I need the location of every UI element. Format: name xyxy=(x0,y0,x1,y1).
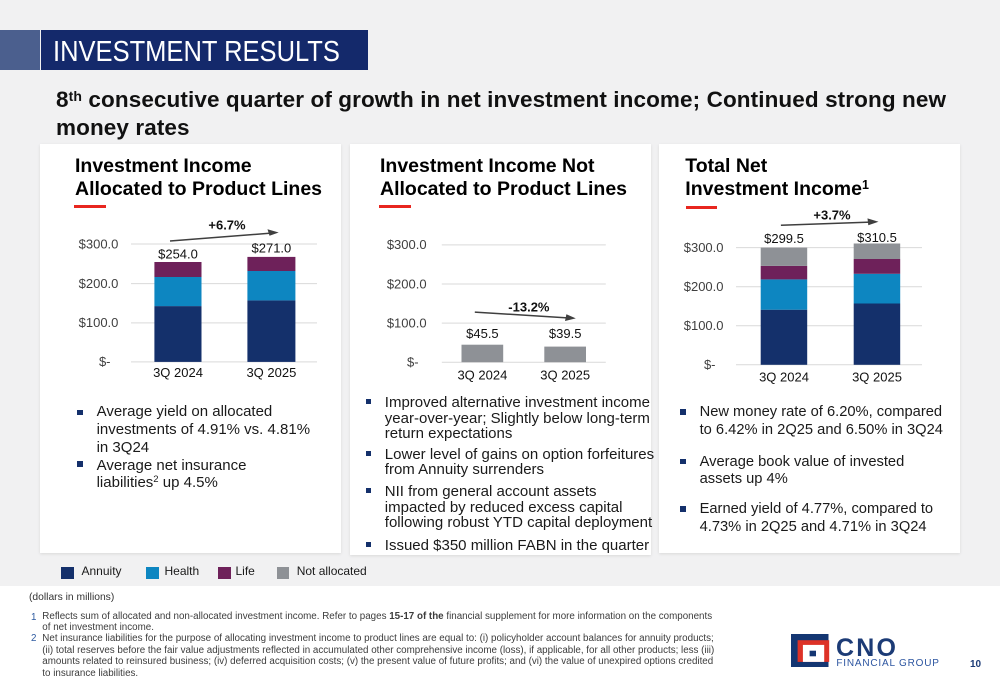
svg-text:$-: $- xyxy=(704,357,716,372)
svg-text:$200.0: $200.0 xyxy=(79,275,119,290)
svg-text:-13.2%: -13.2% xyxy=(508,299,550,314)
svg-text:3Q 2024: 3Q 2024 xyxy=(457,367,507,382)
svg-text:3Q 2025: 3Q 2025 xyxy=(246,365,296,380)
svg-text:$-: $- xyxy=(407,354,419,369)
svg-text:$100.0: $100.0 xyxy=(387,315,427,330)
svg-text:$200.0: $200.0 xyxy=(387,276,427,291)
svg-text:3Q 2025: 3Q 2025 xyxy=(540,367,590,382)
svg-text:$300.0: $300.0 xyxy=(79,236,119,251)
svg-text:$39.5: $39.5 xyxy=(549,326,582,341)
svg-text:3Q 2024: 3Q 2024 xyxy=(759,369,809,384)
svg-text:3Q 2024: 3Q 2024 xyxy=(153,365,203,380)
svg-text:$254.0: $254.0 xyxy=(158,246,198,261)
svg-text:$299.5: $299.5 xyxy=(764,231,804,246)
svg-text:$45.5: $45.5 xyxy=(466,326,499,341)
svg-text:$300.0: $300.0 xyxy=(684,239,724,254)
svg-text:+6.7%: +6.7% xyxy=(208,217,246,232)
svg-text:$271.0: $271.0 xyxy=(252,240,292,255)
svg-text:+3.7%: +3.7% xyxy=(813,207,851,222)
svg-text:$310.5: $310.5 xyxy=(857,230,897,245)
svg-text:$-: $- xyxy=(99,354,111,369)
svg-text:$100.0: $100.0 xyxy=(79,315,119,330)
svg-text:$200.0: $200.0 xyxy=(684,279,724,294)
svg-text:$100.0: $100.0 xyxy=(684,318,724,333)
svg-text:3Q 2025: 3Q 2025 xyxy=(852,369,902,384)
svg-text:$300.0: $300.0 xyxy=(387,237,427,252)
